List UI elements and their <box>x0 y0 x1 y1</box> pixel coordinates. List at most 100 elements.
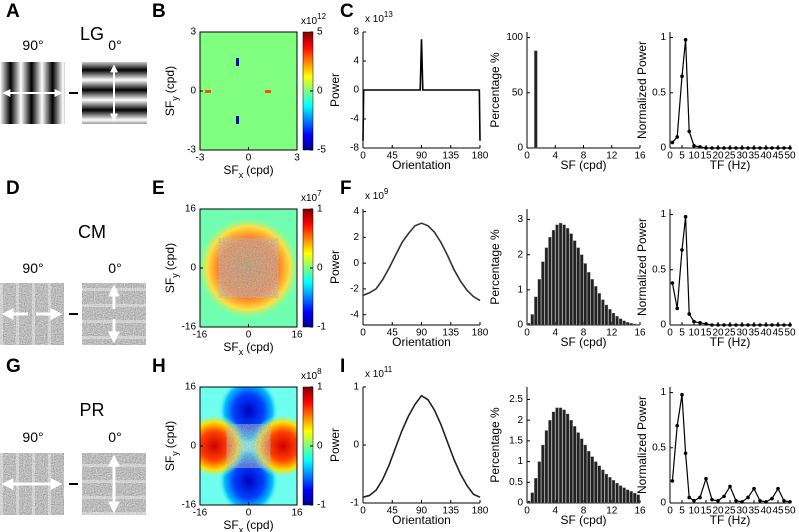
y-tick-label: 0 <box>190 263 196 274</box>
x-tick-label: 20 <box>712 151 724 162</box>
x-tick-label: 16 <box>634 151 646 162</box>
stimulus-label: 0° <box>108 37 121 53</box>
histogram-bar <box>583 263 587 326</box>
histogram-bar <box>527 500 531 504</box>
axis-label: SFx (cpd) <box>223 340 273 357</box>
condition-name: CM <box>78 222 106 242</box>
y-tick-label: -16 <box>182 500 197 511</box>
y-tick-label: -4 <box>350 309 359 320</box>
histogram-bar <box>590 456 594 504</box>
axis-label-unit: (cpd) <box>246 163 273 177</box>
histogram-bar <box>636 494 640 504</box>
x-tick-label: 50 <box>784 328 796 339</box>
x-tick-label: 180 <box>472 328 489 339</box>
data-point <box>692 143 696 148</box>
x-tick-label: 0 <box>524 506 530 517</box>
x-tick-label: 16 <box>291 508 303 519</box>
data-point <box>770 323 774 327</box>
data-point <box>728 146 732 150</box>
x-tick-label: 50 <box>784 151 796 162</box>
data-point <box>740 146 744 150</box>
axis-label-sub: x <box>239 525 244 532</box>
histogram-bar <box>555 407 559 504</box>
data-point <box>716 146 720 150</box>
x-tick-label: 50 <box>784 506 796 517</box>
axis-label: TF (Hz) <box>710 513 751 527</box>
data-point <box>698 495 702 500</box>
axis-label-main: SF <box>223 518 238 532</box>
x-tick-label: 5 <box>679 506 685 517</box>
histogram-bar <box>611 480 616 504</box>
histogram-bar <box>601 469 605 504</box>
exponent-prefix: x 10 <box>365 369 384 380</box>
y-tick-label: 1 <box>660 387 666 398</box>
x-tick-label: 15 <box>700 151 712 162</box>
x-tick-label: 0 <box>524 151 530 162</box>
x-tick-label: 12 <box>606 506 618 517</box>
axis-label-sub: y <box>170 96 180 101</box>
data-point <box>704 146 708 150</box>
data-point <box>758 498 762 503</box>
data-point <box>758 323 762 327</box>
histogram-bar <box>573 240 577 326</box>
data-point <box>764 500 768 504</box>
y-tick-label: 1 <box>517 284 523 295</box>
y-tick-label: 16 <box>185 382 197 393</box>
histogram-bar <box>611 312 616 326</box>
axis-label-sub: y <box>170 273 180 278</box>
y-tick-label: 0 <box>353 440 359 451</box>
data-point <box>740 500 744 504</box>
y-tick-label: 0 <box>660 498 666 509</box>
histogram-bar <box>629 491 633 504</box>
axis-exponent: x107 <box>301 189 322 204</box>
axis-label: SF (cpd) <box>560 513 606 527</box>
data-point <box>683 214 688 219</box>
x-tick-label: 3 <box>294 153 300 164</box>
x-tick-label: 0 <box>667 506 673 517</box>
histogram-bar <box>594 461 598 504</box>
histogram-bar <box>618 485 623 504</box>
histogram-bar <box>608 477 612 504</box>
data-point <box>710 497 714 502</box>
panel-letter: H <box>152 356 166 377</box>
y-tick-label: 0 <box>517 320 523 331</box>
exponent-power: 9 <box>384 187 389 196</box>
histogram-bar <box>604 473 609 504</box>
y-tick-label: -4 <box>350 114 359 125</box>
data-point <box>752 323 756 327</box>
data-point <box>680 74 684 78</box>
axis-label: TF (Hz) <box>710 335 751 349</box>
x-tick-label: 5 <box>679 151 685 162</box>
y-tick-label: 2 <box>517 249 523 260</box>
data-point <box>746 495 750 500</box>
x-tick-label: 135 <box>442 151 459 162</box>
histogram-bar <box>576 247 580 326</box>
panel-letter: A <box>6 1 20 22</box>
x-tick-label: 30 <box>736 506 748 517</box>
axis-label: Percentage % <box>488 407 502 483</box>
y-tick-label: 0 <box>353 85 359 96</box>
axis-label-main: SF <box>163 456 177 471</box>
exponent-power: 12 <box>317 12 326 21</box>
data-point <box>722 494 726 499</box>
data-point <box>734 146 738 150</box>
data-point <box>675 135 679 139</box>
panel-letter: I <box>340 356 345 377</box>
y-tick-label: 16 <box>185 204 197 215</box>
y-tick-label: 0 <box>190 441 196 452</box>
data-line <box>671 39 790 149</box>
y-tick-label: 0 <box>517 498 523 509</box>
axis-label-main: SF <box>223 163 238 177</box>
data-point <box>788 500 792 504</box>
data-point <box>734 498 738 503</box>
data-point <box>710 323 714 327</box>
x-tick-label: 40 <box>760 506 772 517</box>
y-tick-label: 1 <box>660 209 666 220</box>
x-tick-label: 45 <box>387 151 399 162</box>
data-point <box>687 312 691 316</box>
x-tick-label: 35 <box>748 151 760 162</box>
y-tick-label: 50 <box>512 87 524 98</box>
histogram-bar <box>537 279 541 326</box>
x-tick-label: 15 <box>700 328 712 339</box>
